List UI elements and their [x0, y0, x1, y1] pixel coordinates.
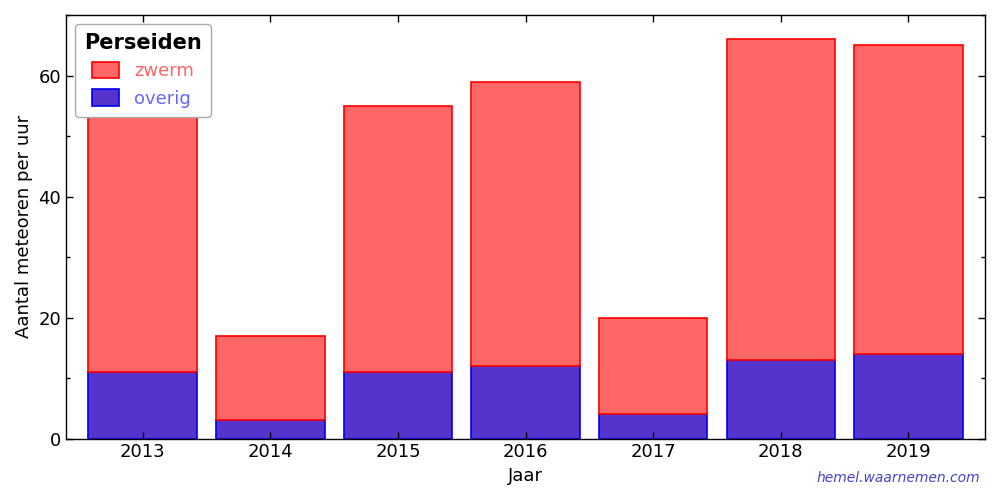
Bar [344, 106, 452, 372]
Bar [88, 372, 197, 438]
Legend: zwerm, overig: zwerm, overig [75, 24, 211, 116]
Bar [727, 360, 835, 438]
Bar [344, 372, 452, 438]
Bar [854, 46, 963, 354]
Bar [854, 354, 963, 438]
Bar [88, 88, 197, 372]
Bar [727, 39, 835, 360]
Bar [599, 318, 707, 414]
Y-axis label: Aantal meteoren per uur: Aantal meteoren per uur [15, 115, 33, 338]
Text: hemel.waarnemen.com: hemel.waarnemen.com [816, 471, 980, 485]
Bar [471, 82, 580, 366]
Bar [471, 366, 580, 438]
Bar [599, 414, 707, 438]
Bar [216, 336, 325, 420]
Bar [216, 420, 325, 438]
X-axis label: Jaar: Jaar [508, 467, 543, 485]
